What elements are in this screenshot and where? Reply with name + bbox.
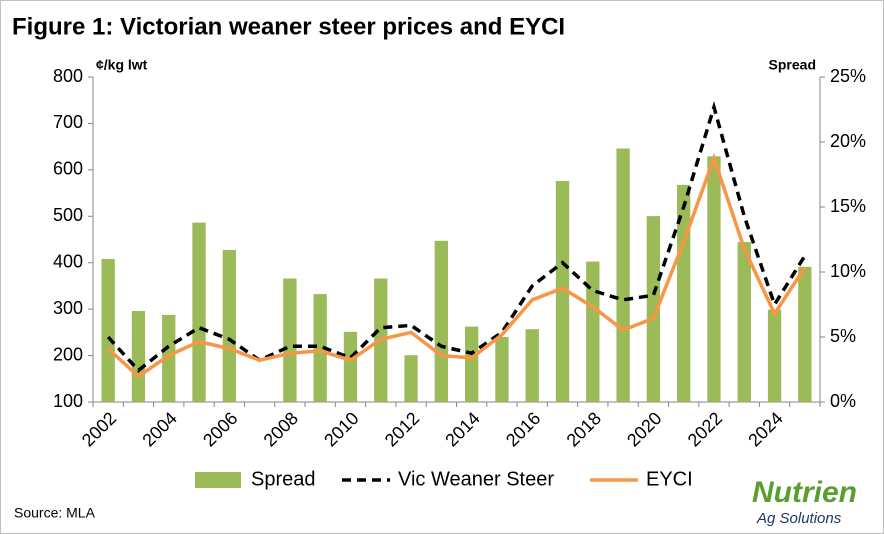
legend-label: Spread: [251, 468, 316, 490]
y-tick-label: 200: [53, 344, 83, 364]
bar: [222, 249, 236, 402]
bar: [677, 184, 691, 402]
y-tick-label: 400: [53, 251, 83, 271]
line: [106, 152, 807, 379]
bar: [343, 331, 358, 402]
y-tick-label: 700: [53, 112, 83, 132]
y2-tick-label: 10%: [830, 261, 866, 281]
bar: [434, 240, 449, 402]
y2-tick-label: 20%: [830, 131, 866, 151]
y-tick-label: 100: [53, 391, 83, 411]
bar: [707, 156, 721, 402]
bar: [586, 261, 600, 402]
line: [106, 100, 807, 373]
bar: [162, 314, 176, 402]
bar: [555, 181, 570, 402]
y2-tick-label: 25%: [830, 66, 866, 86]
bar: [192, 222, 206, 402]
bar: [798, 266, 812, 402]
bar: [313, 294, 327, 402]
legend-label: Vic Weaner Steer: [398, 468, 554, 490]
bar: [646, 216, 661, 402]
bar: [101, 259, 115, 402]
y-tick-label: 500: [53, 205, 83, 225]
y2-tick-label: 5%: [830, 326, 856, 346]
legend-swatch: [195, 472, 241, 488]
chart-title: Figure 1: Victorian weaner steer prices …: [12, 13, 565, 40]
source: Source: MLA: [14, 505, 96, 521]
y2-tick-label: 0%: [830, 391, 856, 411]
bar: [737, 242, 751, 402]
bar: [495, 337, 509, 402]
legend-label: EYCI: [646, 468, 693, 490]
bar: [404, 355, 418, 402]
logo-name: Nutrien: [752, 476, 857, 509]
y-tick-label: 800: [53, 66, 83, 86]
y-tick-label: 600: [53, 159, 83, 179]
y2-tick-label: 15%: [830, 196, 866, 216]
logo-tagline: Ag Solutions: [756, 510, 842, 527]
bar: [525, 329, 539, 402]
bar: [464, 326, 479, 402]
y-tick-label: 300: [53, 298, 83, 318]
y-axis-label: ¢/kg lwt: [96, 57, 148, 73]
bar: [767, 309, 782, 402]
bar: [616, 148, 630, 402]
bar: [131, 311, 146, 402]
y2-axis-label: Spread: [769, 57, 816, 73]
bar: [283, 278, 297, 402]
